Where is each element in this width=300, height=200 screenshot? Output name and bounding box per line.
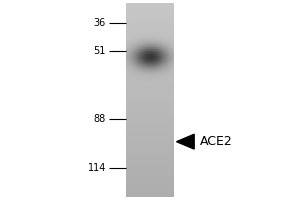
Text: 51: 51: [94, 46, 106, 56]
Text: 88: 88: [94, 114, 106, 124]
Text: ACE2: ACE2: [200, 135, 233, 148]
Text: 36: 36: [94, 18, 106, 28]
Text: 114: 114: [88, 163, 106, 173]
Polygon shape: [176, 134, 194, 149]
